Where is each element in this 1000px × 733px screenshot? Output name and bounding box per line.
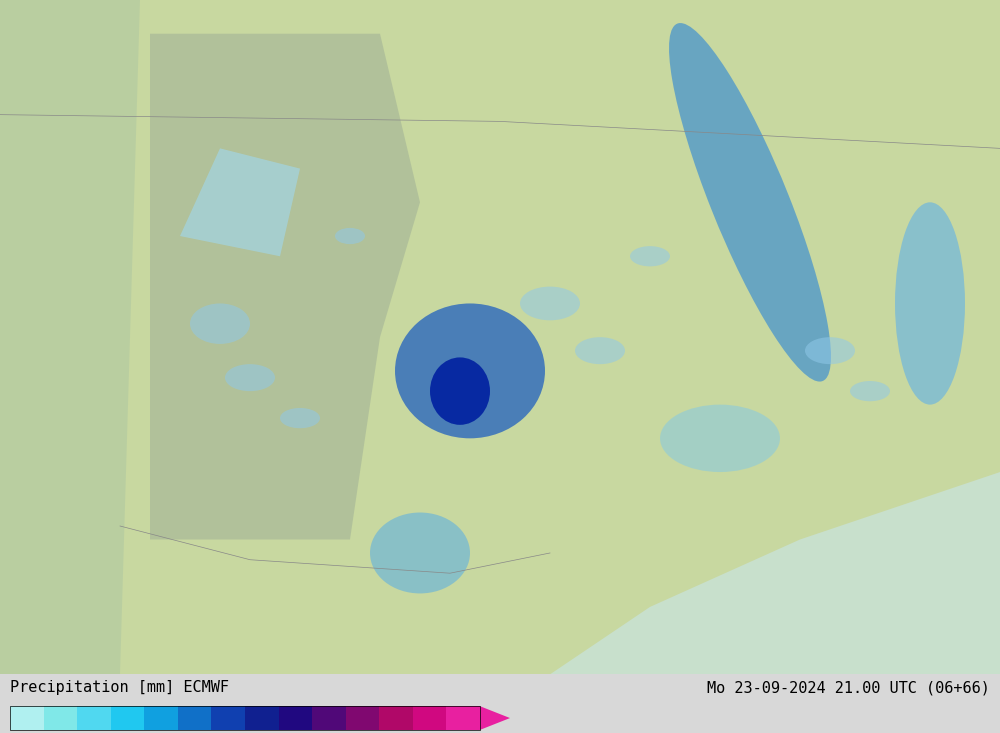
Bar <box>144 706 178 730</box>
Bar <box>245 706 279 730</box>
Ellipse shape <box>895 202 965 405</box>
Polygon shape <box>150 34 420 539</box>
Polygon shape <box>180 148 300 257</box>
Ellipse shape <box>520 287 580 320</box>
Ellipse shape <box>280 408 320 428</box>
Bar <box>413 706 446 730</box>
Bar <box>10 706 44 730</box>
Bar <box>44 706 77 730</box>
Ellipse shape <box>575 337 625 364</box>
Ellipse shape <box>850 381 890 401</box>
Bar <box>211 706 245 730</box>
Bar <box>77 706 111 730</box>
Ellipse shape <box>669 23 831 382</box>
Ellipse shape <box>660 405 780 472</box>
Bar <box>178 706 211 730</box>
Ellipse shape <box>225 364 275 391</box>
Polygon shape <box>480 706 510 730</box>
Ellipse shape <box>190 303 250 344</box>
Bar <box>446 706 480 730</box>
Ellipse shape <box>630 246 670 266</box>
Ellipse shape <box>370 512 470 594</box>
Ellipse shape <box>395 303 545 438</box>
Ellipse shape <box>430 358 490 425</box>
Bar <box>379 706 413 730</box>
Bar <box>312 706 346 730</box>
Polygon shape <box>550 472 1000 674</box>
Polygon shape <box>0 0 140 674</box>
Bar <box>279 706 312 730</box>
Text: Precipitation [mm] ECMWF: Precipitation [mm] ECMWF <box>10 680 229 695</box>
Ellipse shape <box>335 228 365 244</box>
Text: Mo 23-09-2024 21.00 UTC (06+66): Mo 23-09-2024 21.00 UTC (06+66) <box>707 680 990 695</box>
Bar <box>111 706 144 730</box>
Bar <box>10 706 480 730</box>
Bar <box>346 706 379 730</box>
Ellipse shape <box>805 337 855 364</box>
